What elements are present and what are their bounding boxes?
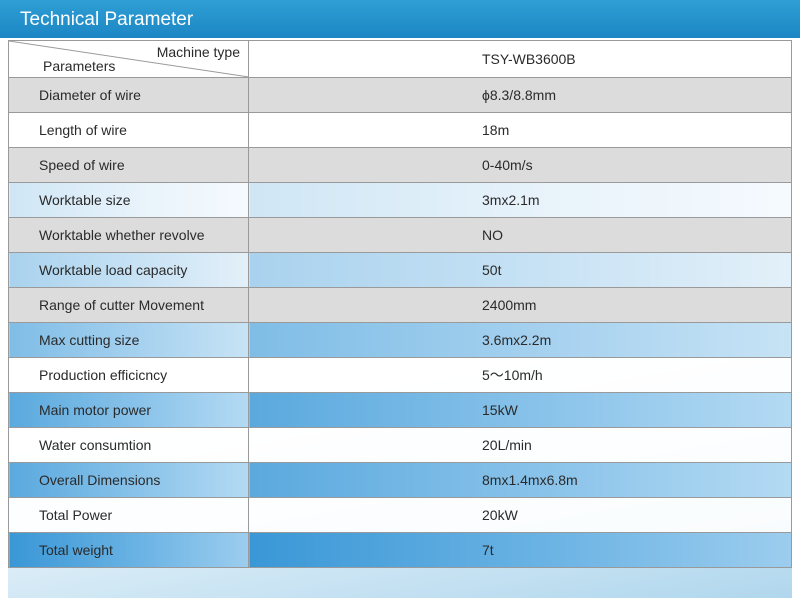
param-value: 8mx1.4mx6.8m bbox=[248, 462, 792, 498]
table-row: Water consumtion 20L/min bbox=[8, 427, 792, 463]
param-label: Diameter of wire bbox=[8, 77, 249, 113]
param-label: Worktable whether revolve bbox=[8, 217, 249, 253]
table-header-row: Machine type Parameters TSY-WB3600B bbox=[8, 40, 792, 78]
diagonal-header-cell: Machine type Parameters bbox=[8, 40, 249, 78]
table-row: Total weight 7t bbox=[8, 532, 792, 568]
table-row: Main motor power 15kW bbox=[8, 392, 792, 428]
param-value: 20L/min bbox=[248, 427, 792, 463]
table-row: Worktable load capacity 50t bbox=[8, 252, 792, 288]
param-label: Total weight bbox=[8, 532, 249, 568]
parameters-label: Parameters bbox=[43, 58, 116, 74]
param-label: Worktable size bbox=[8, 182, 249, 218]
param-value: 50t bbox=[248, 252, 792, 288]
param-value: ϕ8.3/8.8mm bbox=[248, 77, 792, 113]
param-value: 20kW bbox=[248, 497, 792, 533]
section-title: Technical Parameter bbox=[20, 9, 194, 30]
param-value: NO bbox=[248, 217, 792, 253]
param-label: Speed of wire bbox=[8, 147, 249, 183]
parameter-table: Machine type Parameters TSY-WB3600B Diam… bbox=[8, 40, 792, 568]
param-label: Production efficicncy bbox=[8, 357, 249, 393]
param-value: 18m bbox=[248, 112, 792, 148]
table-row: Range of cutter Movement 2400mm bbox=[8, 287, 792, 323]
table-row: Worktable whether revolve NO bbox=[8, 217, 792, 253]
machine-type-label: Machine type bbox=[156, 44, 240, 60]
table-row: Worktable size 3mx2.1m bbox=[8, 182, 792, 218]
param-label: Worktable load capacity bbox=[8, 252, 249, 288]
table-row: Length of wire 18m bbox=[8, 112, 792, 148]
param-value: 2400mm bbox=[248, 287, 792, 323]
param-value: 5～10m/h bbox=[248, 357, 792, 393]
param-label: Max cutting size bbox=[8, 322, 249, 358]
table-row: Total Power 20kW bbox=[8, 497, 792, 533]
param-label: Length of wire bbox=[8, 112, 249, 148]
section-header: Technical Parameter bbox=[0, 0, 800, 40]
parameter-table-wrapper: Machine type Parameters TSY-WB3600B Diam… bbox=[8, 40, 792, 598]
param-label: Overall Dimensions bbox=[8, 462, 249, 498]
param-value: 3.6mx2.2m bbox=[248, 322, 792, 358]
table-row: Speed of wire 0-40m/s bbox=[8, 147, 792, 183]
param-value: 15kW bbox=[248, 392, 792, 428]
table-row: Overall Dimensions 8mx1.4mx6.8m bbox=[8, 462, 792, 498]
param-label: Total Power bbox=[8, 497, 249, 533]
param-value: 7t bbox=[248, 532, 792, 568]
param-value: 3mx2.1m bbox=[248, 182, 792, 218]
table-row: Production efficicncy 5～10m/h bbox=[8, 357, 792, 393]
model-name: TSY-WB3600B bbox=[248, 40, 792, 78]
param-label: Main motor power bbox=[8, 392, 249, 428]
diagonal-divider bbox=[9, 41, 249, 77]
param-label: Water consumtion bbox=[8, 427, 249, 463]
param-label: Range of cutter Movement bbox=[8, 287, 249, 323]
param-value: 0-40m/s bbox=[248, 147, 792, 183]
table-row: Diameter of wire ϕ8.3/8.8mm bbox=[8, 77, 792, 113]
table-row: Max cutting size 3.6mx2.2m bbox=[8, 322, 792, 358]
